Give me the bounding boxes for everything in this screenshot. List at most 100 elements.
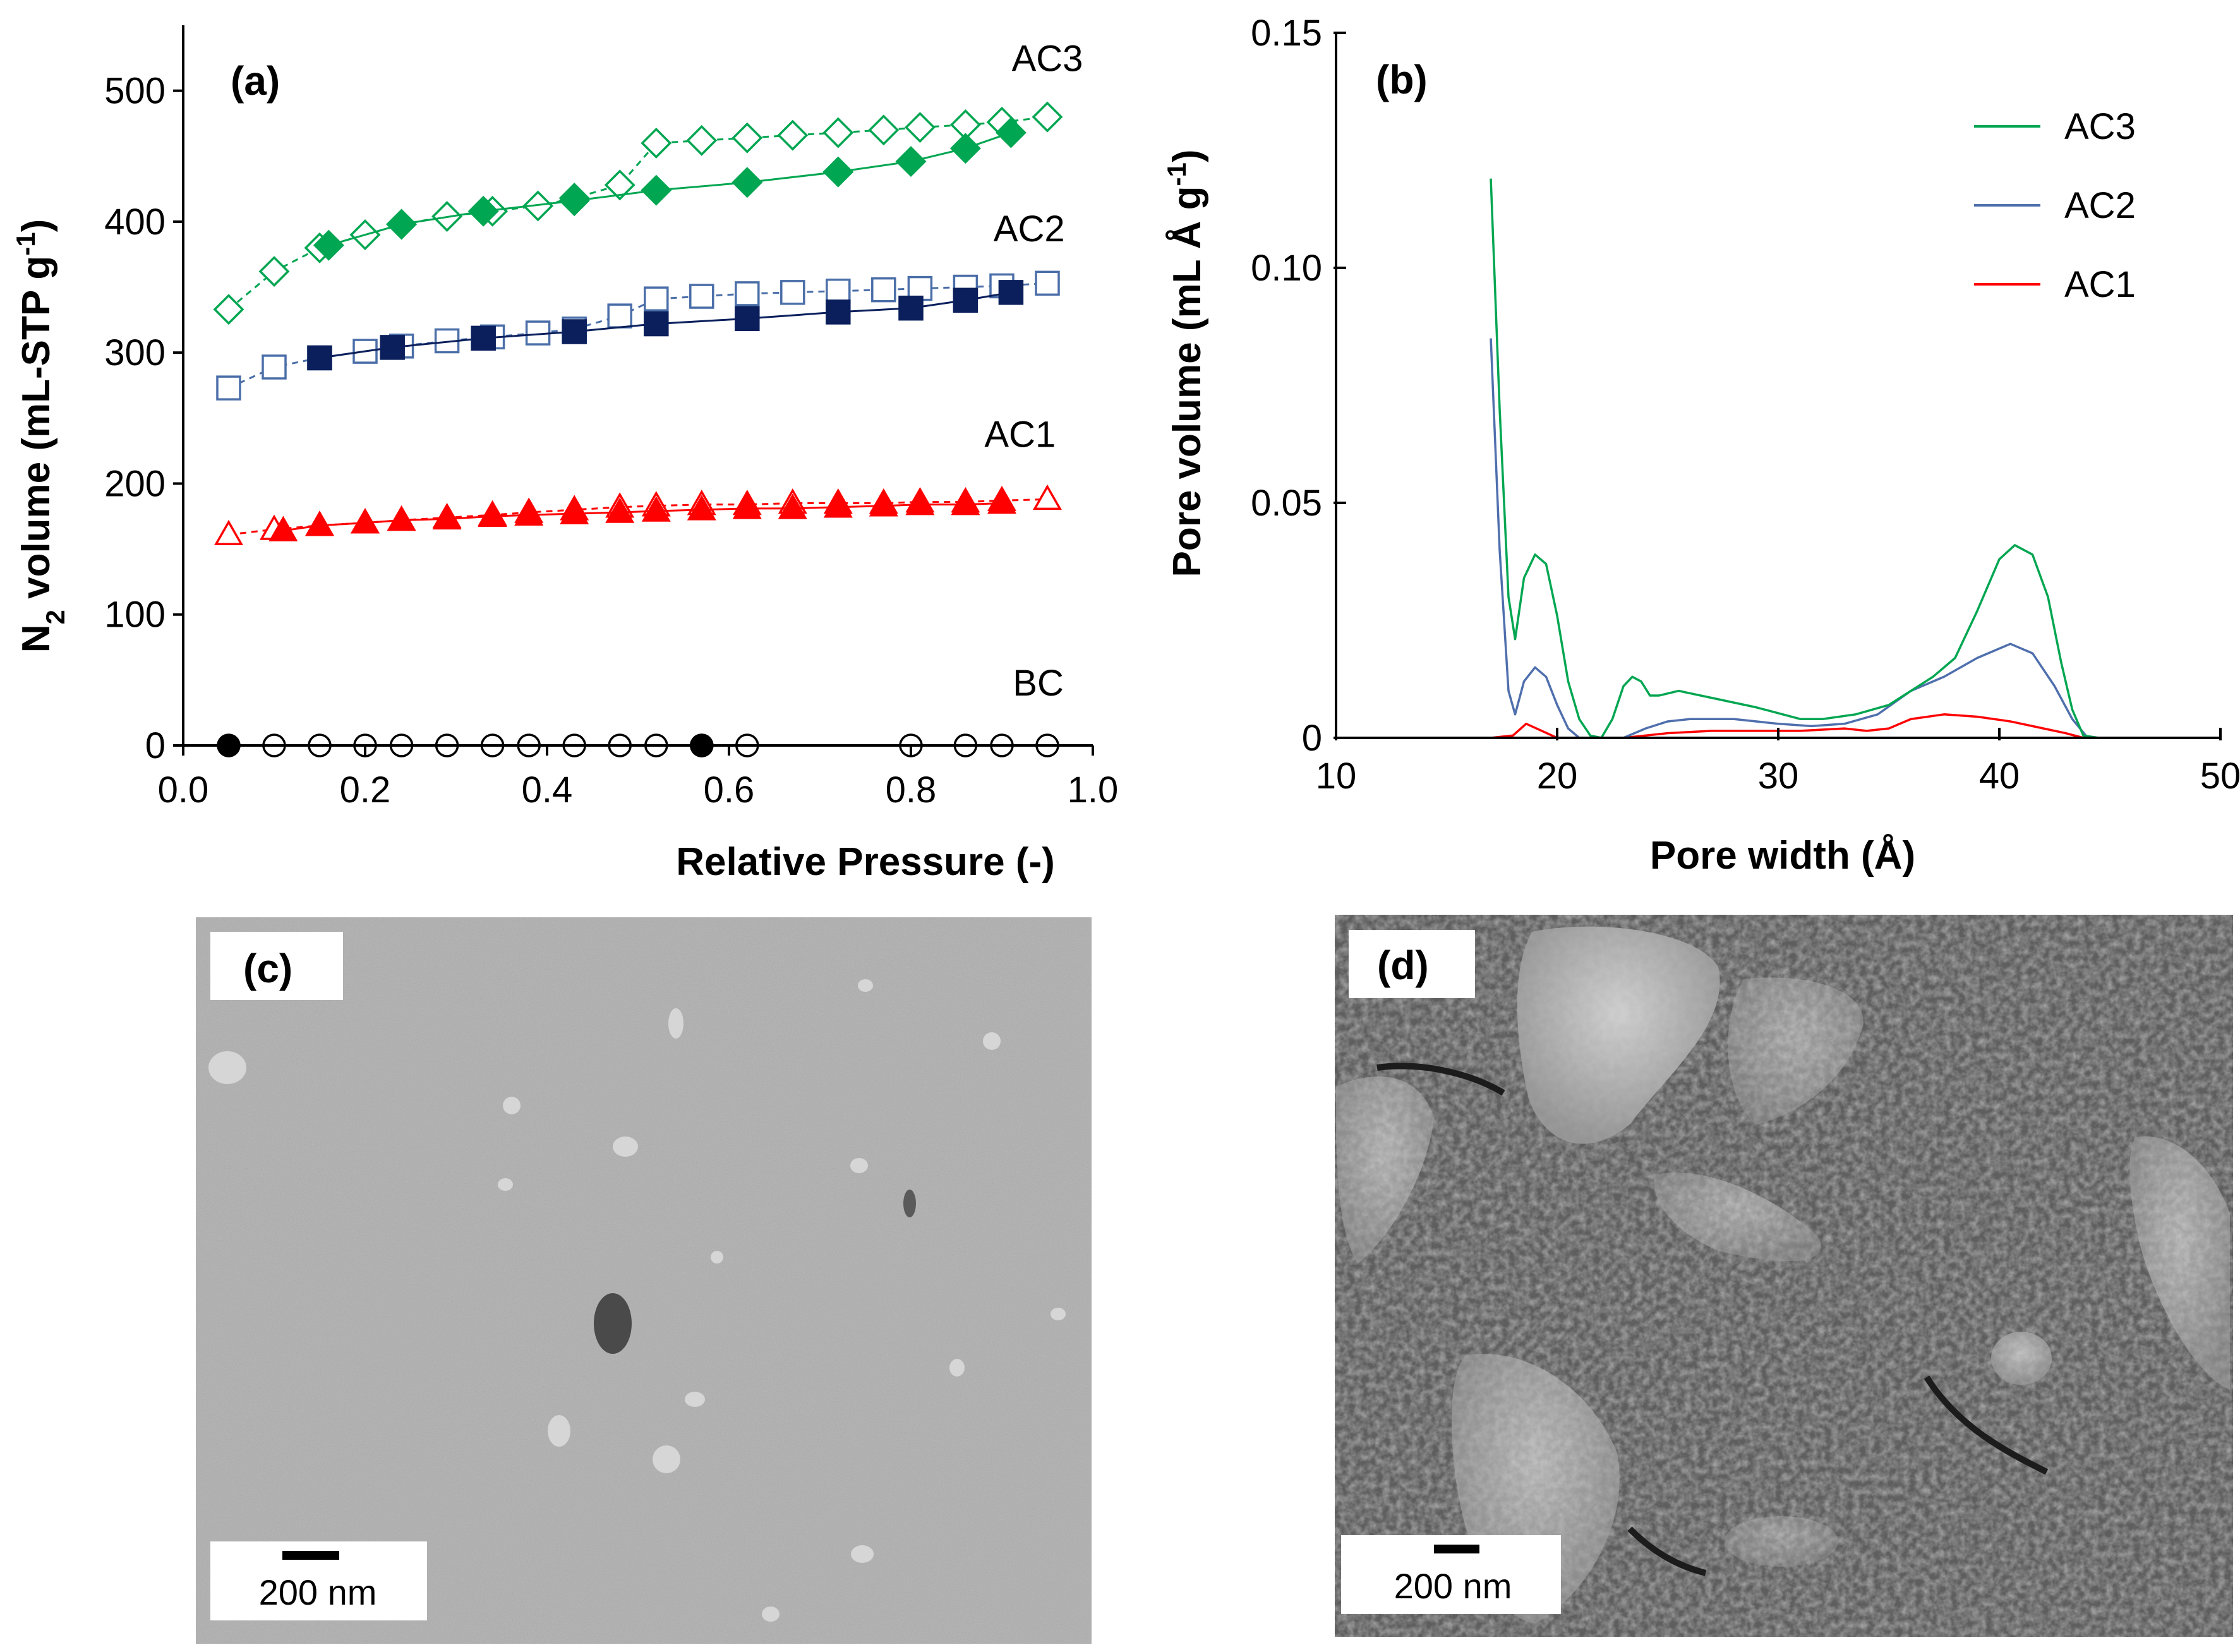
chart-a-point-ac2-desorption: [871, 277, 896, 303]
chart-a-point-ac3-desorption: [522, 190, 554, 222]
chart-a-x-tick-label: 0.4: [522, 769, 573, 811]
chart-a-point-ac2-desorption: [689, 284, 714, 309]
chart-a-point-ac3-adsorption: [467, 195, 499, 227]
chart-b-legend-label-ac3: AC3: [2064, 106, 2136, 147]
chart-a-point-ac1-adsorption: [268, 515, 298, 541]
panel-label-a: (a): [231, 58, 280, 104]
chart-a-point-ac3-adsorption: [641, 174, 672, 206]
chart-a-point-ac2-adsorption: [471, 325, 496, 351]
chart-a-y-tick-label: 500: [104, 71, 166, 112]
chart-a-point-ac2-adsorption: [898, 295, 924, 321]
chart-a-point-ac1-adsorption: [823, 492, 853, 518]
chart-a-point-ac1-adsorption: [350, 508, 380, 534]
sem-c-scale-bar: [282, 1551, 339, 1560]
chart-a-point-ac3-desorption: [868, 114, 900, 146]
chart-a-point-ac2-desorption: [1035, 270, 1060, 296]
chart-a-point-ac1-adsorption: [432, 503, 462, 530]
chart-a-point-ac2-adsorption: [380, 335, 405, 360]
chart-a-x-tick-label: 0.8: [886, 769, 937, 811]
chart-a-point-ac2-adsorption: [998, 280, 1024, 305]
chart-a-series-ac3-desorption: [213, 101, 1063, 325]
chart-a-x-axis-title: Relative Pressure (-): [676, 840, 1055, 884]
chart-b-axes: 10 20 30 40 50 0 0.05 0.10 0.15: [1251, 13, 2240, 797]
chart-a-point-ac3-desorption: [822, 117, 854, 148]
chart-panel-a: 0.0 0.2 0.4 0.6 0.8 1.0 0 100 200 300 400 500 AC3 AC2…: [11, 25, 1118, 884]
chart-a-point-ac2-adsorption: [562, 319, 587, 344]
chart-panel-b: 10 20 30 40 50 0 0.05 0.10 0.15 (b) Pore width (…: [1162, 13, 2240, 877]
panel-label-c: (c): [243, 946, 292, 991]
chart-a-y-tick-label: 200: [104, 463, 166, 504]
sem-d-cracks: [1376, 1063, 2049, 1576]
sem-image-d: (d) 200 nm: [1335, 915, 2233, 1637]
chart-a-y-tick-label: 0: [145, 725, 166, 766]
chart-b-plot-area: [1490, 178, 2220, 739]
chart-a-point-ac3-adsorption: [313, 229, 344, 261]
sem-c-label-box: [210, 932, 343, 1000]
chart-b-x-axis-title: Pore width (Å): [1650, 834, 1915, 877]
chart-b-y-tick-label: 0: [1302, 718, 1322, 759]
chart-a-series-ac2-desorption: [216, 270, 1060, 401]
panel-label-b: (b): [1376, 57, 1428, 102]
chart-a-point-ac3-desorption: [732, 122, 763, 154]
chart-a-series-ac1-desorption: [214, 484, 1063, 546]
sem-d-flakes: [1335, 926, 2230, 1624]
panel-label-d: (d): [1377, 943, 1429, 988]
sem-d-scale-label: 200 nm: [1394, 1566, 1512, 1606]
chart-b-y-tick-label: 0.15: [1251, 13, 1322, 54]
chart-a-y-tick-label: 300: [104, 332, 166, 373]
chart-a-plot-area: [213, 101, 1063, 757]
chart-a-axes: 0.0 0.2 0.4 0.6 0.8 1.0 0 100 200 300 400 500 AC3 AC2…: [104, 25, 1118, 811]
chart-b-legend-label-ac2: AC2: [2064, 185, 2136, 226]
sem-c-scale-label: 200 nm: [259, 1572, 377, 1612]
chart-a-point-ac3-adsorption: [995, 117, 1027, 148]
chart-a-point-ac1-adsorption: [732, 493, 762, 519]
chart-a-point-ac3-desorption: [641, 128, 672, 159]
chart-a-point-ac1-adsorption: [905, 490, 935, 515]
sem-c-pore: [594, 1293, 632, 1354]
chart-b-line-ac1: [1490, 713, 2220, 739]
chart-a-point-ac1-adsorption: [951, 490, 980, 515]
chart-a-point-ac2-adsorption: [644, 311, 669, 337]
chart-a-series-label-ac1: AC1: [984, 414, 1056, 455]
chart-a-point-ac1-adsorption: [478, 501, 507, 528]
chart-a-line-ac3-adsorption: [328, 131, 1011, 246]
chart-a-point-ac2-desorption: [216, 375, 241, 401]
chart-a-point-ac2-desorption: [607, 303, 632, 329]
chart-a-x-tick-label: 1.0: [1068, 769, 1119, 811]
chart-a-point-ac2-adsorption: [735, 306, 760, 332]
chart-a-point-ac1-adsorption: [605, 497, 635, 523]
chart-a-series-label-ac3: AC3: [1012, 39, 1083, 80]
chart-b-y-tick-label: 0.10: [1251, 248, 1322, 289]
sem-c-particles: [208, 979, 1066, 1622]
chart-a-point-ac2-desorption: [780, 280, 805, 305]
chart-a-point-ac2-desorption: [262, 354, 287, 380]
chart-a-point-ac2-adsorption: [826, 299, 851, 325]
chart-a-point-ac3-adsorption: [949, 133, 981, 164]
chart-b-x-tick-label: 20: [1537, 756, 1578, 797]
chart-a-x-tick-label: 0.0: [158, 769, 209, 811]
chart-a-point-ac1-adsorption: [778, 493, 807, 519]
chart-a-point-ac1-adsorption: [987, 488, 1017, 514]
chart-a-point-ac1-adsorption: [641, 496, 671, 522]
chart-a-series-ac2-adsorption: [307, 280, 1024, 371]
chart-b-x-tick-label: 10: [1316, 756, 1357, 797]
chart-a-y-tick-label: 400: [104, 202, 166, 243]
chart-a-point-ac3-adsorption: [822, 156, 854, 188]
chart-a-point-ac1-adsorption: [687, 495, 716, 521]
chart-a-point-ac2-adsorption: [953, 287, 978, 313]
chart-a-point-ac2-desorption: [644, 286, 669, 311]
chart-a-point-ac3-desorption: [777, 119, 809, 151]
chart-a-point-ac1-adsorption: [304, 510, 335, 536]
chart-a-point-ac3-desorption: [686, 124, 718, 156]
chart-b-line-ac3: [1490, 178, 2220, 739]
chart-a-point-ac2-desorption: [826, 279, 851, 304]
chart-b-y-axis-title: Pore volume (mL Å g-1): [1162, 150, 1210, 577]
chart-a-point-ac2-adsorption: [307, 345, 332, 371]
chart-b-legend-label-ac1: AC1: [2064, 264, 2136, 305]
chart-a-point-ac1-adsorption: [560, 498, 589, 524]
chart-a-point-ac3-desorption: [1032, 101, 1063, 133]
chart-a-series-ac3-adsorption: [313, 117, 1027, 261]
chart-a-series-label-bc: BC: [1013, 663, 1064, 704]
chart-a-point-ac3-desorption: [604, 169, 635, 201]
